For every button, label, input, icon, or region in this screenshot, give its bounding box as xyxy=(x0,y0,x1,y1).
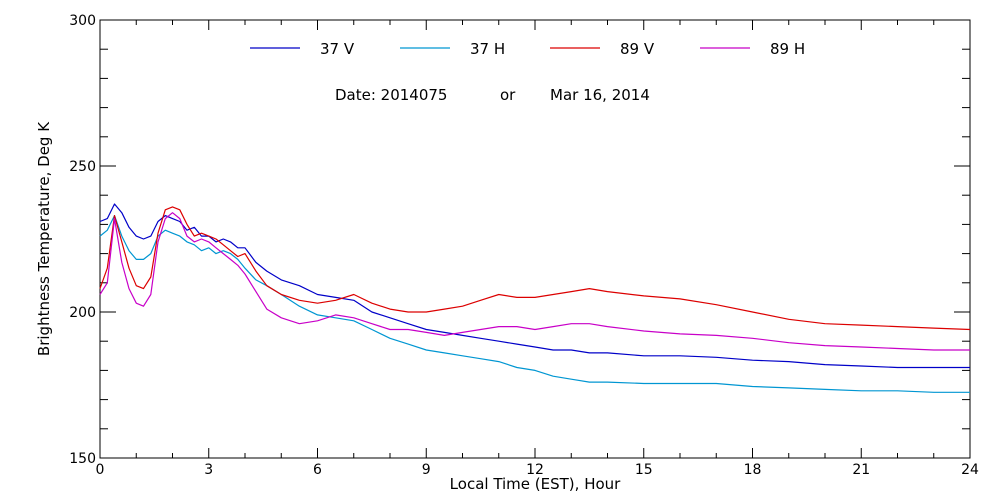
series-line-89-v xyxy=(99,206,971,331)
legend-label-37-v: 37 V xyxy=(320,40,355,58)
x-tick-label: 6 xyxy=(313,462,322,478)
x-tick-label: 9 xyxy=(422,462,431,478)
y-tick-label: 150 xyxy=(69,451,96,467)
legend-label-89-h: 89 H xyxy=(770,40,805,58)
data-series xyxy=(99,203,971,393)
x-tick-label: 0 xyxy=(96,462,105,478)
y-axis-title: Brightness Temperature, Deg K xyxy=(35,121,53,356)
legend: 37 V 37 H 89 V 89 H xyxy=(250,40,805,58)
series-line-89-h xyxy=(99,212,970,351)
y-tick-label: 250 xyxy=(69,159,96,175)
legend-label-37-h: 37 H xyxy=(470,40,505,58)
x-axis-title: Local Time (EST), Hour xyxy=(450,475,621,493)
date-text: Mar 16, 2014 xyxy=(550,86,650,104)
series-line-37-h xyxy=(99,215,970,393)
legend-label-89-v: 89 V xyxy=(620,40,655,58)
x-tick-label: 21 xyxy=(852,462,870,478)
plot-frame xyxy=(99,19,971,459)
y-tick-label: 300 xyxy=(69,13,96,29)
x-tick-label: 12 xyxy=(526,462,544,478)
x-tick-label: 18 xyxy=(744,462,762,478)
date-label: Date: 2014075 xyxy=(335,86,447,104)
axis-ticks xyxy=(99,19,971,459)
y-tick-label: 200 xyxy=(69,305,96,321)
or-label: or xyxy=(500,86,516,104)
series-line-37-v xyxy=(99,203,970,369)
x-tick-label: 24 xyxy=(961,462,979,478)
axis-tick-labels: 0 3 6 9 12 15 18 21 24 150 200 250 300 xyxy=(69,13,979,478)
x-tick-label: 15 xyxy=(635,462,653,478)
x-tick-label: 3 xyxy=(204,462,213,478)
